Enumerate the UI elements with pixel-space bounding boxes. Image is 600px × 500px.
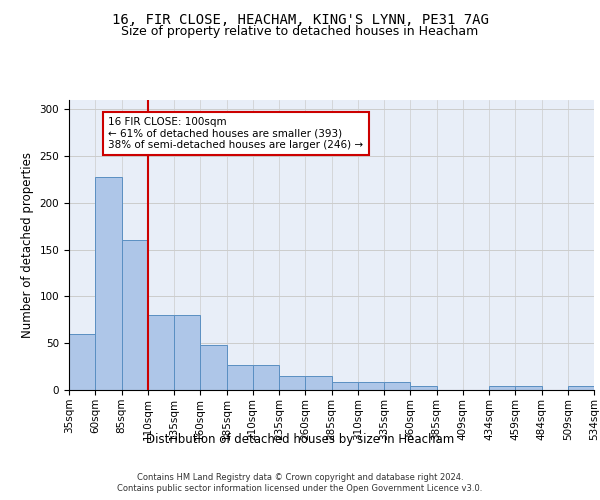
Text: Contains HM Land Registry data © Crown copyright and database right 2024.: Contains HM Land Registry data © Crown c… [137,472,463,482]
Bar [489,386,515,390]
Text: 16 FIR CLOSE: 100sqm
← 61% of detached houses are smaller (393)
38% of semi-deta: 16 FIR CLOSE: 100sqm ← 61% of detached h… [109,117,364,150]
Bar [69,334,95,390]
Bar [515,386,542,390]
Bar [174,315,200,390]
Text: Contains public sector information licensed under the Open Government Licence v3: Contains public sector information licen… [118,484,482,493]
Bar [148,315,174,390]
Bar [568,386,594,390]
Text: 16, FIR CLOSE, HEACHAM, KING'S LYNN, PE31 7AG: 16, FIR CLOSE, HEACHAM, KING'S LYNN, PE3… [112,12,488,26]
Text: Distribution of detached houses by size in Heacham: Distribution of detached houses by size … [146,432,454,446]
Bar [358,382,384,390]
Bar [384,382,410,390]
Bar [410,386,437,390]
Bar [227,364,253,390]
Bar [200,345,227,390]
Bar [331,382,358,390]
Text: Size of property relative to detached houses in Heacham: Size of property relative to detached ho… [121,25,479,38]
Bar [253,364,279,390]
Bar [95,176,121,390]
Bar [305,376,331,390]
Bar [121,240,148,390]
Bar [279,376,305,390]
Y-axis label: Number of detached properties: Number of detached properties [21,152,34,338]
